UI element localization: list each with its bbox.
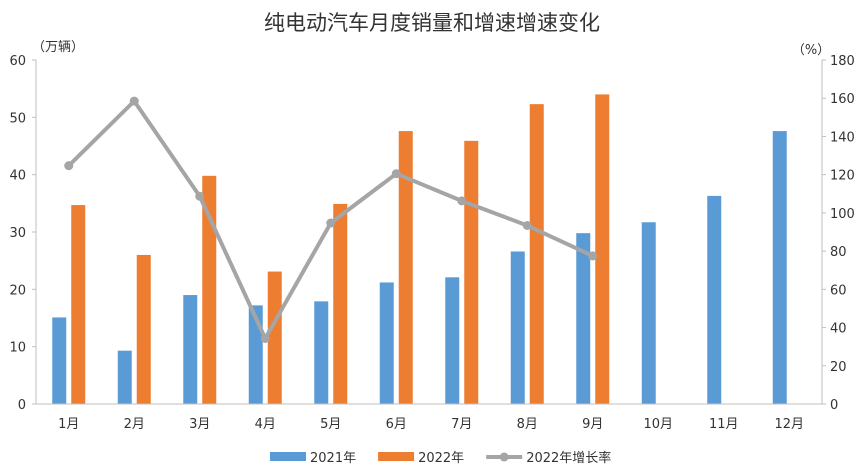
x-axis-tick-label: 11月 (709, 417, 739, 432)
line-point-2月 (129, 96, 139, 106)
bar-series-group (52, 94, 787, 405)
bar-2022年-4月 (267, 271, 282, 404)
left-axis: 0 10 20 30 40 50 60 (9, 54, 37, 413)
bar-2022年-1月 (71, 205, 86, 404)
left-axis-tick-label: 50 (9, 111, 26, 126)
legend-swatch-2021年 (270, 452, 306, 461)
left-axis-tick-label: 0 (18, 398, 26, 413)
x-axis-tick-label: 7月 (451, 417, 472, 432)
x-axis-tick-label: 12月 (774, 417, 804, 432)
x-axis-tick-label: 10月 (643, 417, 673, 432)
line-point-8月 (522, 221, 532, 231)
right-axis-tick-label: 160 (830, 92, 855, 107)
legend-label-2022年: 2022年 (418, 451, 464, 466)
left-axis-tick-label: 60 (9, 54, 26, 69)
right-axis-tick-label: 40 (830, 322, 847, 337)
x-axis-tick-label: 2月 (124, 417, 145, 432)
line-point-1月 (64, 161, 74, 171)
bar-2021年-1月 (52, 317, 67, 404)
bar-2021年-6月 (379, 282, 394, 404)
bar-2021年-9月 (576, 233, 591, 404)
x-axis-tick-label: 1月 (58, 417, 79, 432)
x-axis-tick-label: 5月 (320, 417, 341, 432)
left-axis-unit-label: （万辆） (32, 40, 84, 55)
line-point-7月 (457, 196, 467, 206)
line-point-9月 (588, 251, 598, 261)
bar-2022年-7月 (464, 140, 479, 404)
line-point-3月 (195, 191, 205, 201)
bar-2021年-8月 (510, 251, 525, 404)
legend: 2021年 2022年 2022年增长率 (270, 450, 611, 466)
bar-2021年-5月 (314, 301, 329, 404)
bar-2022年-5月 (333, 203, 348, 404)
legend-label-2022年增长率: 2022年增长率 (526, 450, 611, 466)
right-axis-tick-label: 120 (830, 169, 855, 184)
left-axis-tick-label: 40 (9, 169, 26, 184)
bar-2022年-6月 (398, 131, 413, 405)
line-point-5月 (326, 218, 336, 228)
x-axis: 1月 2月 3月 4月 5月 6月 7月 8月 9月 10月 11月 12月 (36, 403, 822, 432)
x-axis-tick-label: 4月 (255, 417, 276, 432)
right-axis-tick-label: 0 (830, 398, 838, 413)
right-axis: 0 20 40 60 80 100 120 140 160 180 (821, 54, 855, 413)
line-point-6月 (391, 169, 401, 179)
bar-2022年-3月 (202, 175, 217, 404)
right-axis-unit-label: （%） (792, 43, 830, 58)
bar-2021年-10月 (641, 222, 656, 404)
right-axis-tick-label: 80 (830, 245, 847, 260)
bar-2021年-12月 (772, 131, 787, 405)
right-axis-tick-label: 100 (830, 207, 855, 222)
bar-2021年-11月 (707, 195, 722, 404)
x-axis-tick-label: 9月 (582, 417, 603, 432)
line-point-4月 (260, 333, 270, 343)
right-axis-tick-label: 140 (830, 130, 855, 145)
right-axis-tick-label: 60 (830, 283, 847, 298)
x-axis-tick-label: 8月 (517, 417, 538, 432)
legend-label-2021年: 2021年 (310, 451, 356, 466)
x-axis-tick-label: 3月 (189, 417, 210, 432)
bar-2021年-3月 (183, 295, 198, 404)
x-axis-tick-label: 6月 (386, 417, 407, 432)
left-axis-tick-label: 10 (9, 341, 26, 356)
right-axis-tick-label: 180 (830, 54, 855, 69)
bar-2022年-9月 (595, 94, 610, 405)
bar-2021年-2月 (117, 350, 132, 404)
right-axis-tick-label: 20 (830, 360, 847, 375)
bar-2022年-8月 (529, 104, 544, 404)
chart-title: 纯电动汽车月度销量和增速增速变化 (264, 11, 600, 35)
bar-2022年-2月 (136, 254, 151, 404)
left-axis-tick-label: 20 (9, 283, 26, 298)
line-series-group (64, 96, 598, 343)
legend-swatch-2022年 (378, 452, 415, 461)
bar-2021年-7月 (445, 277, 460, 404)
legend-swatch-marker-2022年增长率 (499, 452, 509, 462)
left-axis-tick-label: 30 (9, 226, 26, 241)
